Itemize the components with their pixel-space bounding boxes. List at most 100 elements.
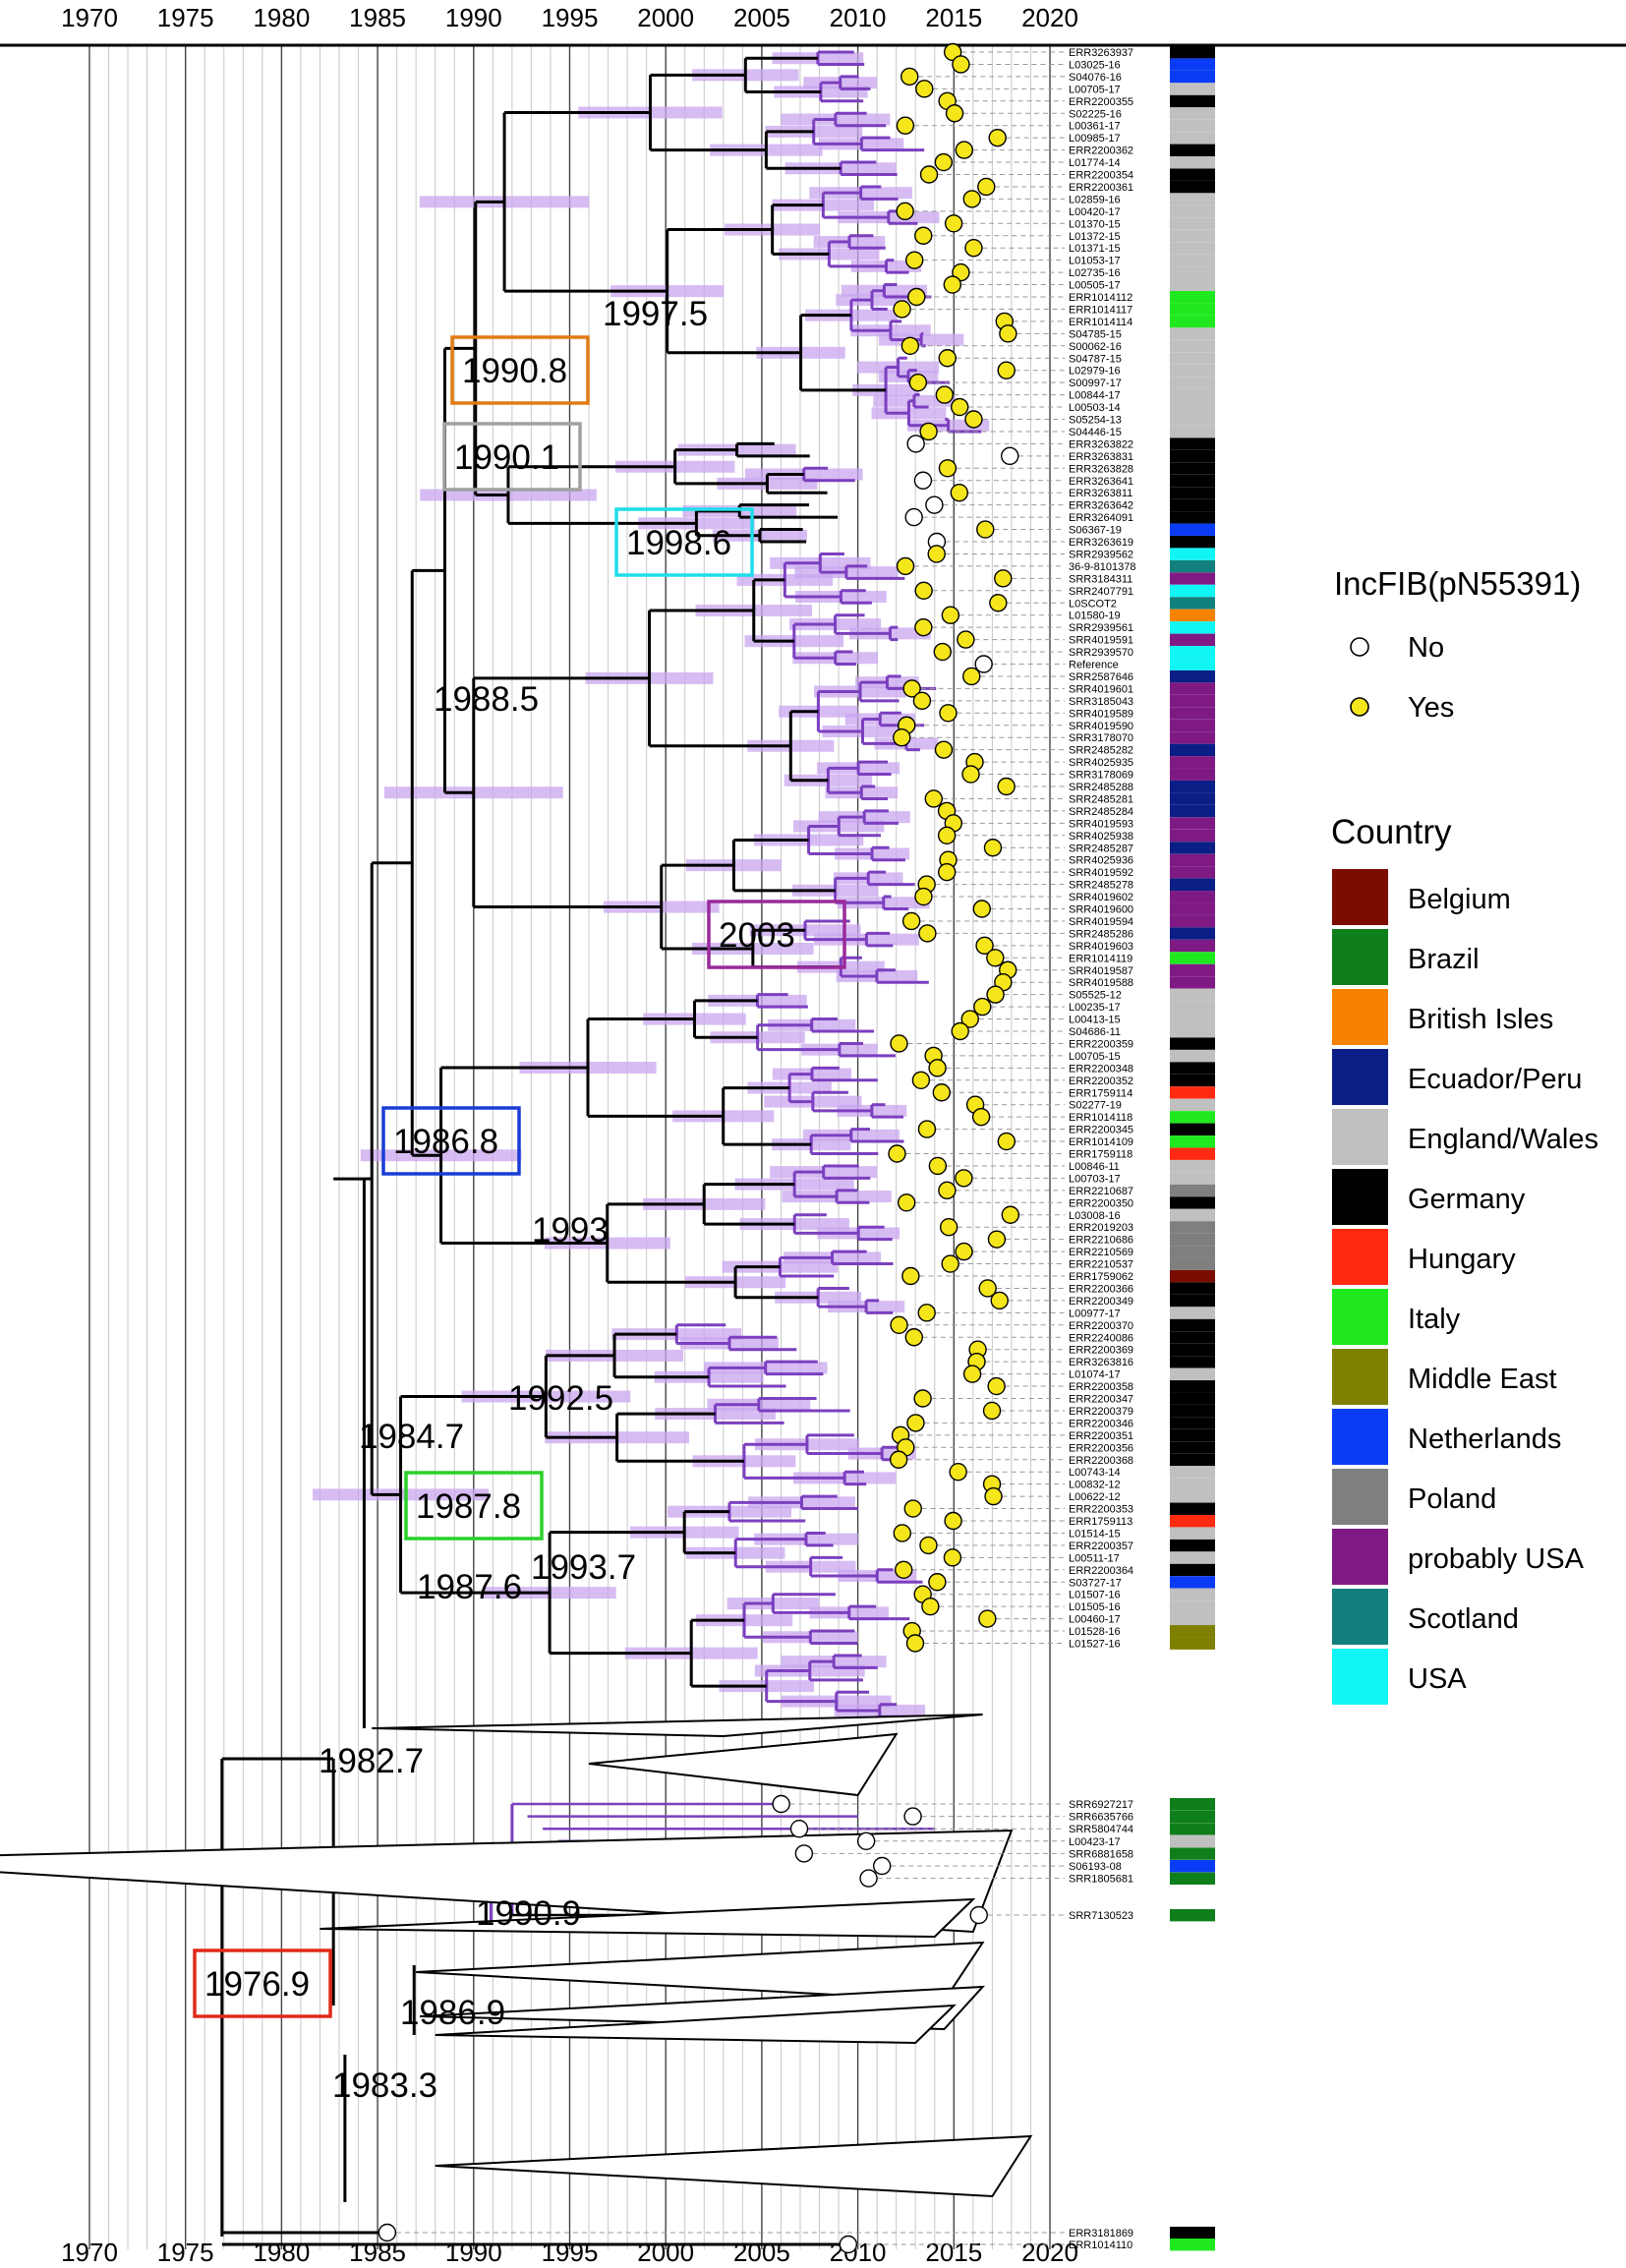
tip-label: SRR6927217 <box>1069 1799 1133 1811</box>
incfib-yes-marker <box>961 765 980 784</box>
tip-label: L01505-16 <box>1069 1601 1121 1613</box>
collapsed-clade <box>435 2134 1033 2198</box>
incfib-yes-marker <box>896 116 915 135</box>
incfib-yes-marker <box>943 275 962 294</box>
tip-label: SRR2485286 <box>1069 928 1133 940</box>
legend-label: Germany <box>1408 1184 1526 1215</box>
country-cell <box>1170 646 1215 659</box>
country-cell <box>1170 1798 1215 1811</box>
country-cell <box>1170 658 1215 670</box>
country-cell <box>1170 902 1215 915</box>
tip-label: SRR4019592 <box>1069 867 1133 879</box>
tip-label: L00832-12 <box>1069 1480 1121 1491</box>
bottom-tick-label: 1990 <box>445 2238 502 2267</box>
country-cell <box>1170 963 1215 977</box>
incfib-yes-marker <box>893 300 911 319</box>
incfib-yes-marker <box>944 1511 962 1531</box>
bottom-tick-label: 1975 <box>157 2238 214 2267</box>
incfib-yes-marker <box>939 704 958 723</box>
legend-label: Italy <box>1408 1304 1461 1335</box>
legend-label: No <box>1408 632 1444 664</box>
country-cell <box>1170 2227 1215 2239</box>
country-cell <box>1170 437 1215 450</box>
incfib-yes-marker <box>977 177 996 197</box>
node-date-label: 1990.8 <box>462 352 567 390</box>
incfib-no-marker <box>794 1844 814 1863</box>
incfib-yes-marker <box>964 410 983 429</box>
incfib-yes-marker <box>919 165 939 184</box>
country-cell <box>1170 1810 1215 1823</box>
incfib-yes-marker <box>952 55 970 74</box>
incfib-yes-marker <box>888 1144 906 1163</box>
country-cell <box>1170 315 1215 328</box>
tip-label: L02979-16 <box>1069 366 1121 378</box>
collapsed-clade <box>588 1732 899 1797</box>
country-cell <box>1170 1625 1215 1638</box>
country-cell <box>1170 377 1215 389</box>
country-cell <box>1170 1196 1215 1209</box>
incfib-yes-marker <box>933 642 952 662</box>
legend-swatch <box>1332 1049 1388 1105</box>
tip-label: L01074-17 <box>1069 1369 1121 1381</box>
tip-label: SRR2939570 <box>1069 647 1133 659</box>
country-cell <box>1170 1246 1215 1258</box>
tip-label: ERR3263811 <box>1069 488 1132 499</box>
node-date-labels: 1997.5 1990.8 1990.1 1998.6 1988.5 2003 1986.8… <box>193 295 846 2105</box>
legend-label: Middle East <box>1408 1364 1557 1395</box>
country-cell <box>1170 609 1215 622</box>
incfib-yes-marker <box>957 630 975 649</box>
incfib-no-marker <box>872 1856 892 1876</box>
country-cell <box>1170 487 1215 499</box>
node-date-label: 1998.6 <box>626 524 731 562</box>
country-cell <box>1170 621 1215 634</box>
incfib-yes-marker <box>914 226 933 245</box>
tip-label: ERR2200345 <box>1069 1125 1133 1136</box>
tip-label: L02735-16 <box>1069 267 1121 279</box>
incfib-yes-marker <box>906 1414 925 1432</box>
legend-swatch <box>1332 1649 1388 1705</box>
country-cell <box>1170 474 1215 488</box>
tip-label: ERR1014118 <box>1069 1112 1132 1124</box>
tip-label: SRR4019590 <box>1069 721 1133 732</box>
country-cell <box>1170 498 1215 512</box>
bottom-tick-label: 1970 <box>61 2238 118 2267</box>
tip-label: S06367-19 <box>1069 525 1122 537</box>
node-highlight-box <box>404 1471 544 1541</box>
tip-guide-lines <box>386 51 1065 2245</box>
incfib-yes-marker <box>971 1107 991 1127</box>
country-cell <box>1170 425 1215 438</box>
tip-label: ERR2200358 <box>1069 1381 1133 1393</box>
legend-swatch <box>1332 1229 1388 1285</box>
incfib-yes-marker <box>938 459 958 478</box>
country-cell <box>1170 1111 1215 1124</box>
incfib-yes-marker <box>911 1071 931 1090</box>
country-cell <box>1170 1502 1215 1515</box>
node-date-label: 1986.9 <box>400 1994 505 2032</box>
incfib-yes-marker <box>986 949 1005 967</box>
country-cell <box>1170 58 1215 71</box>
incfib-yes-marker <box>934 152 954 172</box>
incfib-yes-marker <box>919 1536 938 1555</box>
country-cell <box>1170 1123 1215 1135</box>
country-cell <box>1170 413 1215 426</box>
node-date-label: 1990.9 <box>476 1894 581 1933</box>
incfib-yes-marker <box>955 141 973 159</box>
incfib-yes-marker <box>951 1021 969 1041</box>
country-cell <box>1170 1637 1215 1650</box>
legend-label: Scotland <box>1408 1603 1519 1635</box>
country-cell <box>1170 1417 1215 1429</box>
incfib-legend: IncFIB(pN55391) No Yes <box>1334 565 1581 724</box>
country-cell <box>1170 168 1215 181</box>
country-cell <box>1170 1551 1215 1564</box>
tip-label: ERR1759118 <box>1069 1149 1132 1161</box>
tip-label: SRR2485288 <box>1069 782 1133 793</box>
country-cell <box>1170 719 1215 732</box>
tip-label: ERR2200379 <box>1069 1406 1133 1418</box>
country-cell <box>1170 94 1215 108</box>
country-cell <box>1170 1563 1215 1577</box>
bottom-tick-label: 2000 <box>637 2238 694 2267</box>
incfib-yes-marker <box>939 1217 958 1237</box>
country-cell <box>1170 781 1215 793</box>
tip-label: ERR2200362 <box>1069 145 1133 157</box>
